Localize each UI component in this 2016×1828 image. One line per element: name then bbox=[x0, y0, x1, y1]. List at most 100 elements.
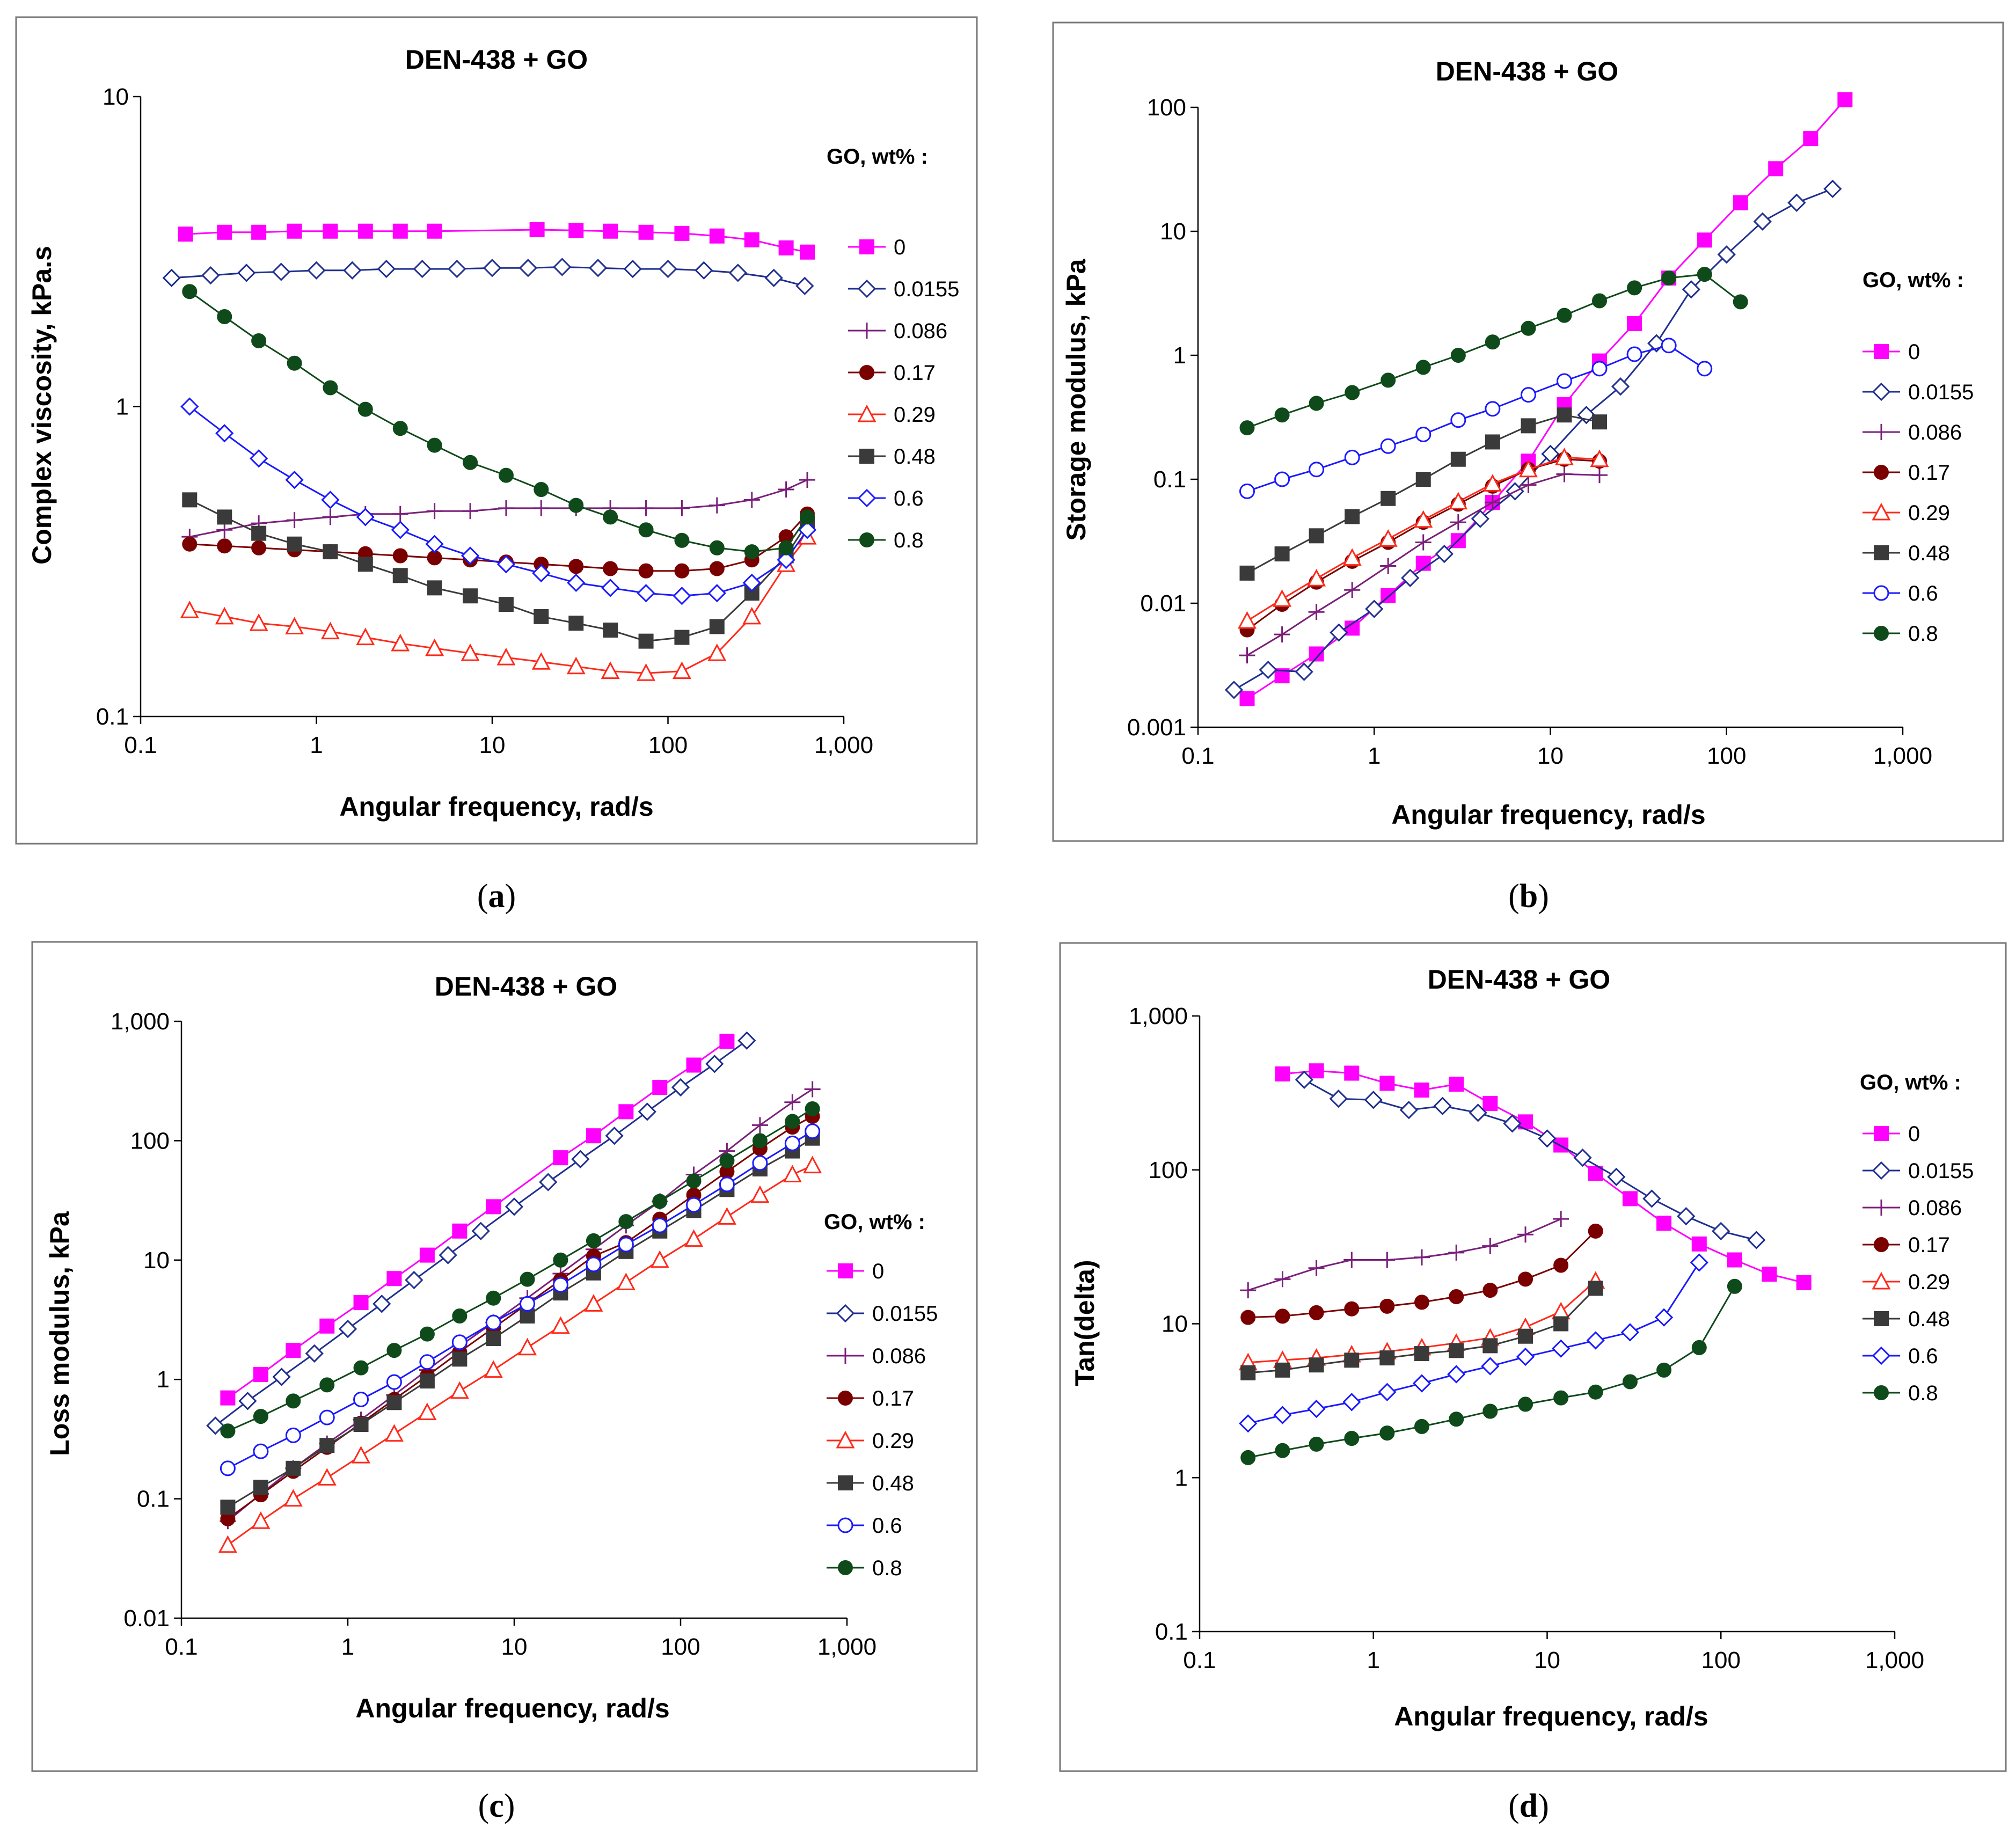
panel-a-series-0.29-point bbox=[249, 613, 268, 631]
panel-a-series-0.48-point bbox=[392, 568, 408, 583]
panel-a-legend-title: GO, wt% : bbox=[827, 145, 928, 169]
panel-d-y-tick-label: 100 bbox=[1149, 1157, 1188, 1183]
panel-b-legend-title: GO, wt% : bbox=[1862, 268, 1964, 292]
panel-c-legend-label-0: 0 bbox=[872, 1260, 884, 1283]
panel-a-series-0.48-point bbox=[182, 492, 198, 508]
panel-a-series-0.48-point bbox=[534, 609, 549, 624]
panel-b-legend-marker-0.6 bbox=[1873, 585, 1889, 601]
panel-a-series-0.48-point bbox=[568, 616, 584, 631]
panel-d-xlabel: Angular frequency, rad/s bbox=[1394, 1701, 1708, 1731]
panel-c-series-0.6-point bbox=[652, 1217, 668, 1233]
panel-c-series-0.48-point bbox=[452, 1351, 468, 1367]
panel-b-legend-label-0.17: 0.17 bbox=[1908, 461, 1950, 485]
panel-c-series-0.8-point bbox=[752, 1133, 768, 1149]
panel-a-x-tick-label: 1 bbox=[310, 732, 323, 758]
panel-c-series-0.6-point bbox=[805, 1123, 821, 1139]
panel-c-series-0.6-point bbox=[520, 1296, 536, 1312]
panel-a-series-0-point bbox=[427, 223, 442, 239]
panel-c-series-0.6-point bbox=[552, 1277, 568, 1293]
panel-c-series-0.0155-point bbox=[272, 1368, 291, 1386]
panel-b-plot: 0.1 1 10 100 1,000 0.001 0.01 0.1 1 10 100 0 0.0155 0… bbox=[1127, 92, 1974, 769]
panel-d-x-tick-label: 1,000 bbox=[1865, 1647, 1924, 1673]
panel-c-series-0.48-point bbox=[386, 1395, 402, 1410]
panel-c-series-0.6-point bbox=[719, 1176, 735, 1193]
panel-d-legend-label-0.086: 0.086 bbox=[1908, 1196, 1962, 1220]
panel-a-series-0.0155-point bbox=[764, 268, 783, 287]
panel-c-series-0.8-point bbox=[719, 1153, 735, 1168]
panel-c-series-0.6-point bbox=[618, 1237, 634, 1253]
panel-c-series-0.29-point bbox=[484, 1360, 503, 1378]
panel-b-series-0.8-point bbox=[1521, 320, 1536, 336]
panel-d-series-0.6-point bbox=[1481, 1357, 1500, 1376]
panel-a-y-tick-label: 1 bbox=[116, 394, 129, 420]
panel-b-series-0.29-point bbox=[1590, 449, 1609, 467]
panel-c: DEN-438 + GO Angular frequency, rad/s Lo… bbox=[31, 941, 978, 1772]
panel-b-series-0.29-point bbox=[1378, 529, 1398, 547]
panel-c-series-0-point bbox=[253, 1366, 268, 1382]
panel-c-series-0.29-point bbox=[384, 1424, 404, 1442]
panel-c-series-0.0155-point bbox=[305, 1344, 324, 1363]
panel-b-series-0.086-point bbox=[1556, 466, 1573, 482]
panel-c-legend-marker-0 bbox=[838, 1263, 853, 1278]
panel-a-series-0.0155-point bbox=[795, 276, 814, 295]
panel-b-series-0.29-point bbox=[1307, 568, 1326, 587]
panel-c-series-0.8-point bbox=[386, 1343, 402, 1358]
panel-c-plot: 0.1 1 10 100 1,0000.010.11101001,00000.01550… bbox=[111, 1008, 938, 1660]
panel-a-series-0.6-point bbox=[425, 535, 444, 553]
panel-a-legend-label-0.8: 0.8 bbox=[894, 529, 924, 552]
panel-b-legend-label-0.29: 0.29 bbox=[1908, 501, 1950, 525]
panel-a-y-tick-label: 0.1 bbox=[96, 704, 129, 730]
panel-a-x-tick-label: 100 bbox=[648, 732, 688, 758]
panel-b-legend-label-0: 0 bbox=[1908, 340, 1920, 364]
panel-b-series-0.086-point bbox=[1274, 626, 1290, 643]
panel-b-series-0.8-point bbox=[1415, 360, 1431, 375]
panel-a-series-0.29-point bbox=[320, 621, 340, 640]
panel-a-series-0.086-point bbox=[674, 500, 690, 516]
panel-a-series-0.6-point bbox=[249, 449, 268, 468]
panel-d-series-0.48-point bbox=[1588, 1281, 1603, 1296]
panel-b-series-0.086-point bbox=[1520, 477, 1537, 493]
panel-d-legend-marker-0.6 bbox=[1872, 1346, 1891, 1365]
panel-c-series-0.8-point bbox=[319, 1377, 335, 1393]
panel-c-series-0.6-point bbox=[586, 1256, 602, 1273]
panel-a-series-0.29-point bbox=[215, 606, 234, 625]
panel-b-legend-label-0.48: 0.48 bbox=[1908, 542, 1950, 565]
panel-a-series-0.29-point bbox=[496, 647, 516, 666]
panel-d-series-0.8-point bbox=[1622, 1374, 1638, 1390]
panel-a-series-0.48-point bbox=[357, 557, 373, 572]
panel-b-series-0.8-point bbox=[1627, 280, 1642, 296]
panel-c-series-0.8-point bbox=[553, 1252, 568, 1268]
panel-a-series-0.29-point bbox=[566, 656, 586, 675]
panel-d-series-0.0155-point bbox=[1329, 1090, 1348, 1108]
panel-c-legend-label-0.29: 0.29 bbox=[872, 1429, 914, 1453]
panel-c-series-0.0155-point bbox=[505, 1197, 524, 1216]
panel-d-legend-marker-0 bbox=[1874, 1126, 1889, 1141]
panel-c-series-0.6-point bbox=[319, 1409, 335, 1425]
panel-a-series-0-point bbox=[529, 222, 545, 238]
panel-b-legend-marker-0.29 bbox=[1872, 502, 1891, 521]
panel-a-series-0.29-point bbox=[425, 638, 444, 656]
panel-a-series-0.48-point bbox=[287, 536, 302, 552]
panel-a-series-0.086-point bbox=[778, 481, 794, 498]
panel-b-series-0.48-point bbox=[1274, 546, 1290, 562]
panel-a-series-0.17-point bbox=[392, 548, 408, 564]
panel-b-xlabel: Angular frequency, rad/s bbox=[1391, 800, 1705, 830]
panel-d-series-0.086-point bbox=[1448, 1244, 1465, 1261]
panel-b-series-0.8-point bbox=[1239, 420, 1255, 436]
panel-a-series-0.6-point bbox=[321, 491, 340, 509]
panel-c-y-tick-label: 100 bbox=[130, 1128, 170, 1154]
panel-c-series-0.48-point bbox=[253, 1480, 268, 1495]
panel-a-series-0.6-point bbox=[798, 521, 817, 539]
panel-b-series-0.48-point bbox=[1345, 509, 1360, 524]
panel-b-legend-label-0.0155: 0.0155 bbox=[1908, 381, 1974, 404]
panel-a-series-0.6-point bbox=[215, 424, 234, 443]
panel-d-ylabel: Tan(delta) bbox=[1070, 1260, 1100, 1386]
panel-c-series-0.6-point bbox=[253, 1443, 269, 1459]
panel-a-legend-marker-0.29 bbox=[857, 404, 876, 422]
panel-b-series-0.086-point bbox=[1484, 494, 1501, 511]
panel-d-series-0.48-point bbox=[1240, 1365, 1256, 1380]
panel-a-series-0-point bbox=[744, 232, 759, 247]
panel-c-series-0.0155-point bbox=[671, 1078, 690, 1097]
panel-d-series-0.8-point bbox=[1344, 1431, 1360, 1446]
panel-c-series-0-point bbox=[386, 1271, 402, 1286]
